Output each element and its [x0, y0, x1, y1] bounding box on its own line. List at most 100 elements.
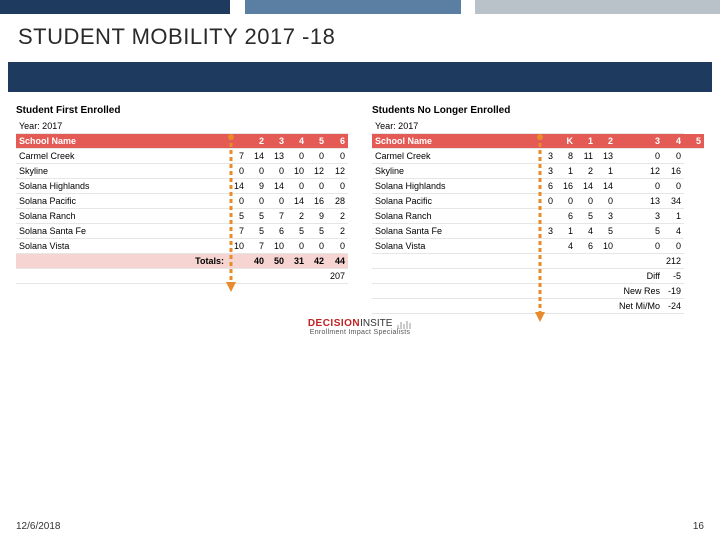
header-grade-col: 4 [663, 134, 684, 149]
value-cell: 0 [616, 179, 663, 194]
logo: DECISIONINSITE Enrollment Impact Special… [16, 318, 704, 336]
value-cell: 5 [247, 209, 267, 224]
value-cell: 0 [576, 194, 596, 209]
school-name-cell: Solana Pacific [16, 194, 227, 209]
value-cell: 3 [616, 209, 663, 224]
table-row: Solana Ranch557292 [16, 209, 348, 224]
value-cell: 14 [227, 179, 247, 194]
value-cell: 1 [663, 209, 684, 224]
value-cell [536, 239, 556, 254]
table-row: Solana Vista10710000 [16, 239, 348, 254]
value-cell: 5 [307, 224, 327, 239]
value-cell: 13 [267, 149, 287, 164]
value-cell: 1 [556, 224, 576, 239]
totals-label: Totals: [16, 254, 227, 269]
value-cell: 0 [327, 149, 348, 164]
value-cell: 0 [327, 179, 348, 194]
value-cell: 1 [556, 164, 576, 179]
left-table-wrap: Student First Enrolled Year: 2017 School… [16, 102, 348, 314]
value-cell: 4 [556, 239, 576, 254]
header-school-col: School Name [16, 134, 227, 149]
value-cell: 0 [327, 239, 348, 254]
school-name-cell: Solana Pacific [372, 194, 536, 209]
value-cell: 5 [576, 209, 596, 224]
school-name-cell: Carmel Creek [16, 149, 227, 164]
newres-value: -19 [663, 284, 684, 299]
value-cell: 5 [616, 224, 663, 239]
right-table: Year: 2017 School NameK12345 Carmel Cree… [372, 119, 704, 314]
title-band: STUDENT MOBILITY 2017 -18 [0, 14, 720, 62]
value-cell: 7 [227, 224, 247, 239]
header-grade-col: 6 [327, 134, 348, 149]
school-name-cell: Solana Ranch [16, 209, 227, 224]
value-cell: 6 [267, 224, 287, 239]
header-grade-col: 5 [307, 134, 327, 149]
value-cell: 0 [307, 149, 327, 164]
header-arrow-col [227, 134, 247, 149]
header-grade-col: 3 [267, 134, 287, 149]
totals-cell: 42 [307, 254, 327, 269]
table-row: Solana Ranch65331 [372, 209, 704, 224]
logo-right: INSITE [360, 318, 392, 329]
value-cell: 16 [663, 164, 684, 179]
logo-subtitle: Enrollment Impact Specialists [16, 329, 704, 336]
value-cell: 0 [227, 164, 247, 179]
stripe-segment [0, 0, 230, 14]
diff-label: Diff [616, 269, 663, 284]
value-cell: 4 [663, 224, 684, 239]
totals-cell: 31 [287, 254, 307, 269]
value-cell: 0 [616, 239, 663, 254]
table-row: Solana Santa Fe756552 [16, 224, 348, 239]
newres-label: New Res [616, 284, 663, 299]
right-table-wrap: Students No Longer Enrolled Year: 2017 S… [372, 102, 704, 314]
header-grade-col: K [556, 134, 576, 149]
header-grade-col: 5 [684, 134, 704, 149]
value-cell: 7 [267, 209, 287, 224]
value-cell: 0 [267, 194, 287, 209]
value-cell: 14 [576, 179, 596, 194]
table-row: Solana Highlands14914000 [16, 179, 348, 194]
title-under-band [8, 62, 712, 92]
value-cell: 0 [287, 179, 307, 194]
table-row: Skyline000101212 [16, 164, 348, 179]
value-cell: 6 [576, 239, 596, 254]
stripe-segment [230, 0, 244, 14]
school-name-cell: Solana Vista [16, 239, 227, 254]
table-row: Solana Pacific000141628 [16, 194, 348, 209]
value-cell: 16 [307, 194, 327, 209]
totals-cell: 44 [327, 254, 348, 269]
table-row: Solana Santa Fe314554 [372, 224, 704, 239]
value-cell: 10 [596, 239, 616, 254]
right-year: Year: 2017 [372, 119, 684, 134]
value-cell: 7 [227, 149, 247, 164]
school-name-cell: Carmel Creek [372, 149, 536, 164]
header-grade-col: 1 [576, 134, 596, 149]
header-grade-col: 2 [596, 134, 616, 149]
top-stripe [0, 0, 720, 14]
value-cell: 14 [287, 194, 307, 209]
value-cell: 9 [307, 209, 327, 224]
value-cell: 3 [536, 224, 556, 239]
netmimo-label: Net Mi/Mo [616, 299, 663, 314]
school-name-cell: Solana Santa Fe [372, 224, 536, 239]
right-heading: Students No Longer Enrolled [372, 102, 704, 119]
value-cell: 12 [616, 164, 663, 179]
value-cell: 10 [267, 239, 287, 254]
value-cell: 0 [287, 239, 307, 254]
footer-date: 12/6/2018 [16, 521, 61, 532]
netmimo-value: -24 [663, 299, 684, 314]
value-cell: 34 [663, 194, 684, 209]
value-cell: 5 [596, 224, 616, 239]
value-cell: 2 [327, 209, 348, 224]
school-name-cell: Solana Ranch [372, 209, 536, 224]
value-cell: 0 [596, 194, 616, 209]
value-cell: 4 [576, 224, 596, 239]
header-school-col: School Name [372, 134, 536, 149]
value-cell: 7 [247, 239, 267, 254]
value-cell: 13 [596, 149, 616, 164]
stripe-segment [245, 0, 461, 14]
value-cell: 6 [536, 179, 556, 194]
left-table: Year: 2017 School Name23456 Carmel Creek… [16, 119, 348, 284]
value-cell: 0 [247, 164, 267, 179]
value-cell: 13 [616, 194, 663, 209]
